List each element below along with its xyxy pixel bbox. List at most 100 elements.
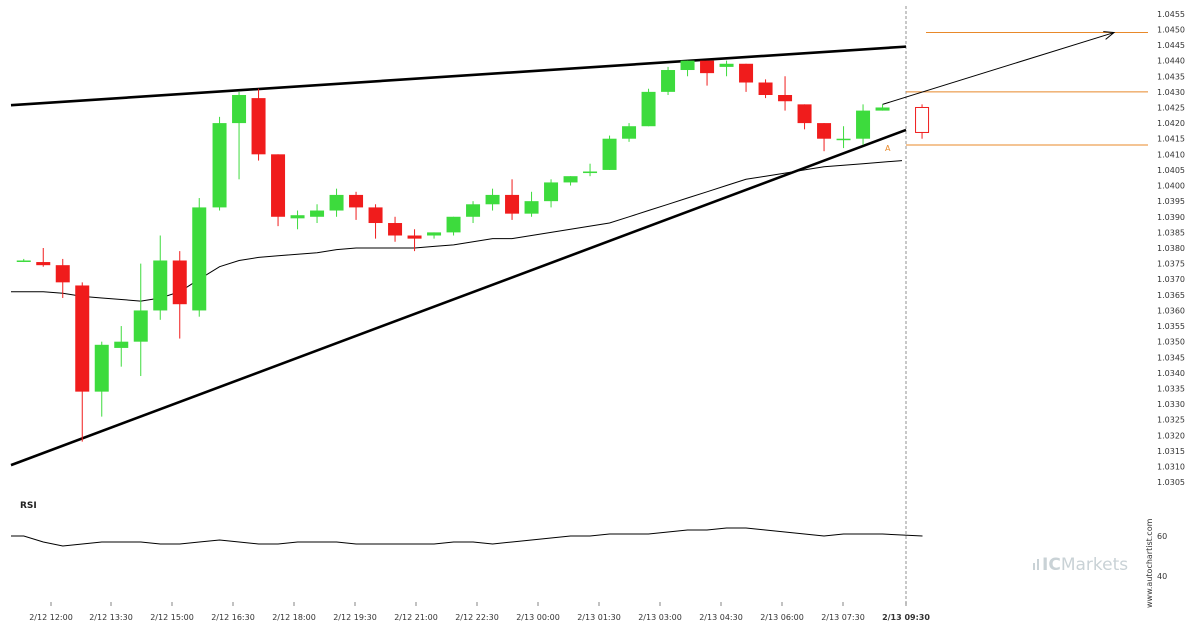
- candle: [661, 66, 676, 95]
- candle: [16, 258, 31, 263]
- price-tick-label: 1.0305: [1157, 478, 1185, 487]
- candle: [778, 76, 793, 111]
- candle: [563, 176, 578, 186]
- candle-body: [94, 344, 109, 392]
- candle-body: [407, 235, 422, 239]
- candle-body: [310, 210, 325, 217]
- candle: [583, 163, 598, 177]
- price-tick-label: 1.0415: [1157, 135, 1185, 144]
- price-tick-label: 1.0355: [1157, 322, 1185, 331]
- price-tick-label: 1.0405: [1157, 166, 1185, 175]
- candle: [622, 123, 637, 142]
- price-tick-label: 1.0330: [1157, 400, 1185, 409]
- candle-body: [16, 260, 31, 262]
- candle: [719, 60, 734, 77]
- candle: [700, 60, 715, 86]
- price-tick-label: 1.0385: [1157, 228, 1185, 237]
- candle: [856, 104, 871, 145]
- candle-body: [232, 94, 247, 124]
- candle-body: [427, 232, 442, 236]
- candle-body: [75, 285, 90, 392]
- candle: [797, 104, 812, 130]
- candle-body: [271, 154, 286, 217]
- time-tick-label: 2/13 03:00: [638, 613, 682, 622]
- candle: [192, 198, 207, 317]
- candle: [388, 216, 403, 242]
- resistance-trendline: [10, 45, 907, 107]
- candle-body: [680, 60, 695, 71]
- watermark-url: www.autochartist.com: [1145, 518, 1154, 608]
- candle: [368, 204, 383, 239]
- candle: [329, 188, 344, 217]
- candle: [251, 88, 266, 161]
- candle-body: [739, 63, 754, 83]
- time-tick-label: 2/13 00:00: [516, 613, 560, 622]
- price-tick-label: 1.0390: [1157, 213, 1185, 222]
- candle-body: [368, 207, 383, 224]
- candle: [641, 88, 656, 127]
- candle: [485, 188, 500, 211]
- candle: [602, 135, 617, 170]
- candle-body: [563, 176, 578, 183]
- candle-body: [329, 194, 344, 211]
- time-tick-label: 2/12 13:30: [89, 613, 133, 622]
- candle: [544, 179, 559, 208]
- price-tick-label: 1.0400: [1157, 182, 1185, 191]
- price-tick-label: 1.0380: [1157, 244, 1185, 253]
- candle-body: [856, 110, 871, 139]
- candle-body: [388, 223, 403, 236]
- candle-body: [622, 126, 637, 139]
- candle: [505, 179, 520, 220]
- candle: [310, 204, 325, 224]
- price-tick-label: 1.0435: [1157, 72, 1185, 81]
- price-tick-label: 1.0420: [1157, 119, 1185, 128]
- candle: [915, 104, 930, 139]
- rsi-tick-label: 60: [1157, 532, 1167, 541]
- candle: [407, 229, 422, 252]
- price-tick-label: 1.0450: [1157, 25, 1185, 34]
- candle-body: [641, 91, 656, 127]
- candle-body: [505, 194, 520, 214]
- candle-body: [290, 215, 305, 219]
- forecast-arrow-line: [882, 32, 1115, 105]
- horizontal-levels: [906, 32, 1148, 146]
- time-tick-label: 2/12 12:00: [29, 613, 73, 622]
- price-tick-label: 1.0365: [1157, 291, 1185, 300]
- price-tick-label: 1.0395: [1157, 197, 1185, 206]
- candles: [16, 60, 930, 442]
- candle: [133, 263, 148, 377]
- price-tick-label: 1.0310: [1157, 463, 1185, 472]
- time-tick-label: 2/13 04:30: [699, 613, 743, 622]
- price-tick-label: 1.0350: [1157, 338, 1185, 347]
- rsi-axis: 60 40: [1157, 532, 1167, 581]
- price-tick-label: 1.0425: [1157, 103, 1185, 112]
- candle-body: [114, 341, 129, 348]
- candle-body: [778, 94, 793, 102]
- candle: [446, 216, 461, 236]
- candle-body: [817, 123, 832, 139]
- brand-bar-1: [1033, 563, 1035, 570]
- support-trendline: [10, 128, 907, 467]
- candle: [739, 63, 754, 92]
- candle-body: [602, 138, 617, 170]
- candle: [466, 201, 481, 224]
- price-tick-label: 1.0320: [1157, 431, 1185, 440]
- candle-body: [251, 98, 266, 155]
- candle-body: [544, 182, 559, 202]
- time-axis: 2/12 12:00 2/12 13:30 2/12 15:00 2/12 16:30…: [29, 602, 930, 622]
- candle-body: [446, 216, 461, 233]
- price-tick-label: 1.0445: [1157, 41, 1185, 50]
- price-axis: 1.0455 1.0450 1.0445 1.0440 1.0435 1.0430 1.04…: [1157, 10, 1185, 487]
- time-tick-label: 2/13 06:00: [760, 613, 804, 622]
- brand-text: ICMarkets: [1042, 555, 1128, 575]
- rsi-label: RSI: [20, 501, 37, 511]
- candle-body: [875, 107, 890, 111]
- candle: [172, 251, 187, 339]
- candle-body: [349, 194, 364, 208]
- price-tick-label: 1.0430: [1157, 88, 1185, 97]
- time-tick-label: 2/12 15:00: [150, 613, 194, 622]
- price-tick-label: 1.0325: [1157, 416, 1185, 425]
- time-tick-label: 2/12 18:00: [272, 613, 316, 622]
- candle-body: [172, 260, 187, 305]
